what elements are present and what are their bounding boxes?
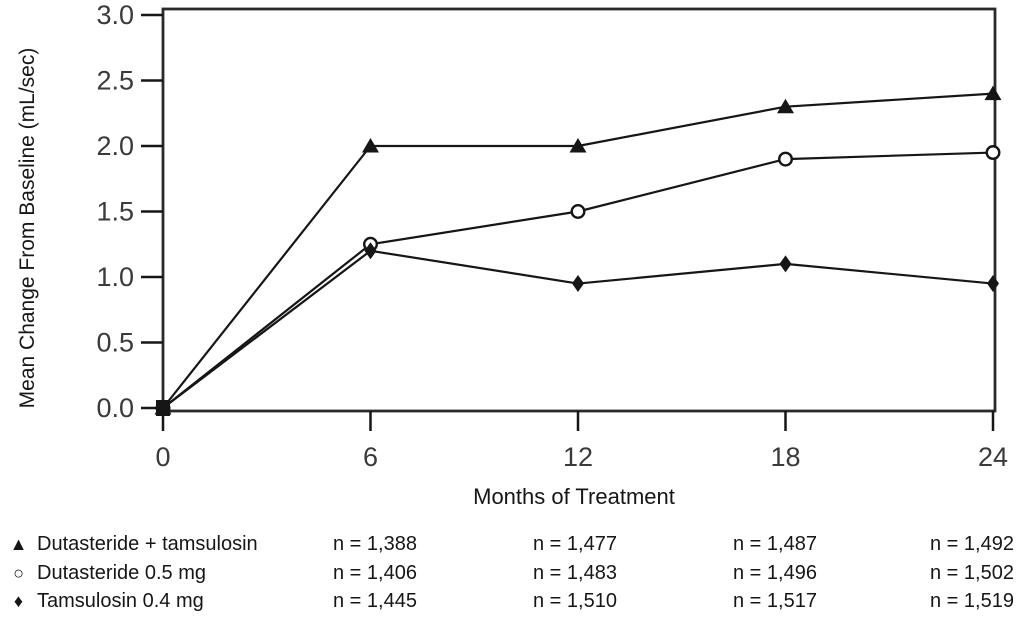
- y-tick-label: 2.0: [96, 131, 134, 161]
- y-tick-label: 1.0: [96, 262, 134, 292]
- x-tick-label: 18: [770, 442, 800, 472]
- circle-marker: [778, 151, 794, 167]
- x-axis-ticks: 0 6 12 18 24: [155, 411, 1008, 472]
- series-markers-0: [154, 85, 1002, 415]
- y-axis-title: Mean Change From Baseline (mL/sec): [16, 47, 39, 409]
- legend-row-2: ♦ Tamsulosin 0.4 mg n = 1,445 n = 1,510 n = …: [0, 588, 1036, 615]
- triangle-marker: [777, 98, 794, 114]
- line-chart-canvas: 0.0 0.5 1.0 1.5 2.0 2.5 3.0 0 6 12 18 24: [96, 0, 1008, 472]
- y-axis-ticks: 0.0 0.5 1.0 1.5 2.0 2.5 3.0: [96, 0, 163, 423]
- triangle-marker: [569, 138, 587, 153]
- n-value: n = 1,519: [930, 590, 1014, 612]
- n-value: n = 1,502: [930, 561, 1014, 584]
- n-value: n = 1,483: [533, 561, 617, 584]
- y-tick-label: 0.5: [96, 328, 134, 358]
- filled-triangle-icon: ▲: [9, 534, 28, 554]
- triangle-marker: [362, 138, 379, 153]
- filled-diamond-icon: ♦: [13, 591, 24, 611]
- n-value: n = 1,496: [733, 561, 817, 584]
- x-tick-label: 0: [155, 442, 170, 472]
- y-tick-label: 2.5: [96, 66, 134, 96]
- x-axis-title: Months of Treatment: [473, 484, 675, 509]
- legend-row-0: ▲ Dutasteride + tamsulosin n = 1,388 n = 1,…: [0, 531, 1036, 558]
- n-value: n = 1,517: [733, 590, 817, 612]
- y-tick-label: 1.5: [96, 197, 134, 227]
- diamond-marker: [779, 255, 792, 273]
- series-label: Dutasteride + tamsulosin: [37, 533, 258, 555]
- n-value: n = 1,388: [333, 533, 417, 555]
- series-label: Dutasteride 0.5 mg: [37, 561, 206, 584]
- diamond-marker: [572, 275, 584, 293]
- x-tick-label: 12: [563, 442, 593, 472]
- n-value: n = 1,492: [930, 533, 1014, 555]
- triangle-marker: [984, 85, 1002, 101]
- n-value: n = 1,510: [533, 590, 617, 612]
- series-line-2: [162, 249, 994, 409]
- diamond-marker: [987, 275, 999, 293]
- circle-marker: [985, 145, 1001, 161]
- n-value: n = 1,445: [333, 590, 417, 612]
- n-value: n = 1,477: [533, 533, 617, 555]
- x-tick-label: 24: [978, 442, 1008, 472]
- series-markers-2: [157, 242, 999, 417]
- open-circle-icon: ○: [13, 562, 24, 583]
- n-value: n = 1,406: [333, 561, 417, 584]
- origin-overlap-marker: [156, 400, 170, 416]
- series-label: Tamsulosin 0.4 mg: [37, 590, 204, 612]
- y-tick-label: 0.0: [96, 393, 134, 423]
- y-tick-label: 3.0: [96, 0, 134, 30]
- legend-row-1: ○ Dutasteride 0.5 mg n = 1,406 n = 1,483 n =…: [0, 560, 1036, 587]
- circle-marker: [570, 203, 586, 219]
- n-value: n = 1,487: [733, 533, 817, 555]
- x-tick-label: 6: [363, 442, 378, 472]
- diamond-marker: [364, 242, 377, 260]
